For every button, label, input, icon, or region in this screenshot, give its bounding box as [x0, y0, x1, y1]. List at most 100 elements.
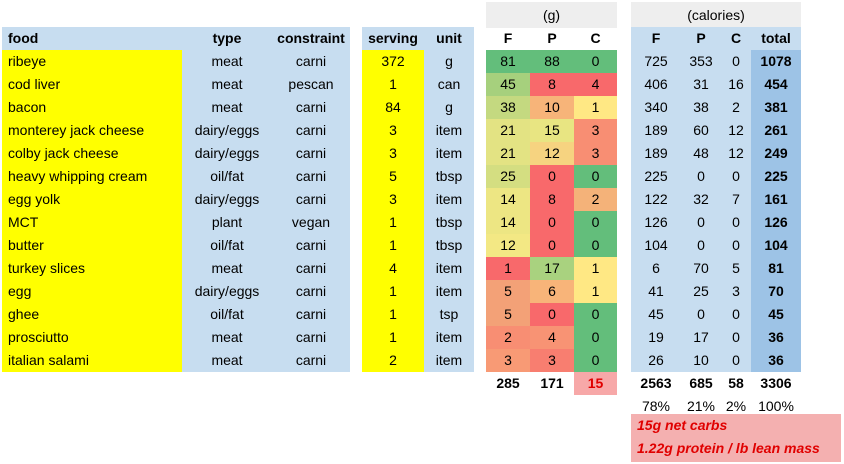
food-constraint: carni — [272, 119, 350, 142]
cal-total: 454 — [751, 73, 801, 96]
grams-carbs: 0 — [574, 165, 617, 188]
food-type: dairy/eggs — [182, 188, 272, 211]
net-carbs-note: 15g net carbs — [637, 417, 728, 433]
grams-carbs: 3 — [574, 119, 617, 142]
grams-carbs: 0 — [574, 303, 617, 326]
cal-fat: 340 — [631, 96, 681, 119]
food-type: dairy/eggs — [182, 119, 272, 142]
cal-fat: 406 — [631, 73, 681, 96]
grams-carbs: 1 — [574, 257, 617, 280]
serving-amount: 3 — [362, 119, 424, 142]
cal-total: 225 — [751, 165, 801, 188]
serving-amount: 2 — [362, 349, 424, 372]
cal-fat: 6 — [631, 257, 681, 280]
grams-fat: 21 — [486, 119, 530, 142]
cal-protein: 10 — [681, 349, 721, 372]
grams-fat: 5 — [486, 280, 530, 303]
cal-protein: 48 — [681, 142, 721, 165]
cal-fat: 189 — [631, 119, 681, 142]
grams-carbs: 0 — [574, 326, 617, 349]
food-constraint: carni — [272, 280, 350, 303]
serving-unit: tbsp — [424, 234, 474, 257]
serving-unit: g — [424, 96, 474, 119]
food-type: meat — [182, 349, 272, 372]
food-name: egg — [2, 280, 182, 303]
header-constraint: constraint — [272, 27, 350, 50]
food-constraint: carni — [272, 257, 350, 280]
serving-amount: 1 — [362, 234, 424, 257]
cal-protein: 353 — [681, 50, 721, 73]
serving-amount: 4 — [362, 257, 424, 280]
grams-carbs: 0 — [574, 349, 617, 372]
food-constraint: carni — [272, 188, 350, 211]
serving-unit: item — [424, 257, 474, 280]
grams-protein: 10 — [530, 96, 574, 119]
cal-carbs: 12 — [721, 119, 751, 142]
food-name: italian salami — [2, 349, 182, 372]
food-name: prosciutto — [2, 326, 182, 349]
grams-protein: 15 — [530, 119, 574, 142]
grams-carbs: 1 — [574, 280, 617, 303]
grams-fat: 38 — [486, 96, 530, 119]
food-constraint: carni — [272, 165, 350, 188]
food-constraint: carni — [272, 303, 350, 326]
cal-fat: 104 — [631, 234, 681, 257]
serving-unit: item — [424, 119, 474, 142]
food-constraint: carni — [272, 142, 350, 165]
serving-unit: item — [424, 326, 474, 349]
grams-carbs: 0 — [574, 234, 617, 257]
grams-fat: 3 — [486, 349, 530, 372]
grams-fat: 14 — [486, 211, 530, 234]
notes-box: 15g net carbs 1.22g protein / lb lean ma… — [631, 414, 841, 462]
calories-group-header: (calories) — [631, 2, 801, 28]
serving-unit: g — [424, 50, 474, 73]
cal-carbs: 0 — [721, 326, 751, 349]
food-type: dairy/eggs — [182, 142, 272, 165]
food-name: ribeye — [2, 50, 182, 73]
food-constraint: carni — [272, 349, 350, 372]
food-type: meat — [182, 96, 272, 119]
food-name: heavy whipping cream — [2, 165, 182, 188]
total-grams-fat: 285 — [496, 375, 520, 391]
food-name: MCT — [2, 211, 182, 234]
cal-fat: 41 — [631, 280, 681, 303]
cal-protein: 32 — [681, 188, 721, 211]
serving-unit: tbsp — [424, 165, 474, 188]
food-name: colby jack cheese — [2, 142, 182, 165]
header-cal-carbs: C — [721, 27, 751, 50]
cal-total: 381 — [751, 96, 801, 119]
grams-carbs: 0 — [574, 211, 617, 234]
cal-total: 104 — [751, 234, 801, 257]
food-type: oil/fat — [182, 303, 272, 326]
grams-protein: 17 — [530, 257, 574, 280]
cal-carbs: 0 — [721, 165, 751, 188]
cal-fat: 19 — [631, 326, 681, 349]
serving-unit: can — [424, 73, 474, 96]
percent-carbs: 2% — [725, 398, 747, 414]
header-cal-fat: F — [631, 27, 681, 50]
food-name: egg yolk — [2, 188, 182, 211]
header-grams-fat: F — [503, 30, 513, 46]
serving-unit: item — [424, 188, 474, 211]
grams-fat: 14 — [486, 188, 530, 211]
serving-amount: 1 — [362, 303, 424, 326]
grams-carbs: 3 — [574, 142, 617, 165]
percent-fat: 78% — [641, 398, 671, 414]
cal-protein: 31 — [681, 73, 721, 96]
grams-fat: 25 — [486, 165, 530, 188]
total-cal-protein: 685 — [689, 375, 713, 391]
cal-fat: 45 — [631, 303, 681, 326]
cal-carbs: 0 — [721, 50, 751, 73]
food-constraint: carni — [272, 234, 350, 257]
cal-protein: 0 — [681, 211, 721, 234]
grams-fat: 2 — [486, 326, 530, 349]
cal-fat: 725 — [631, 50, 681, 73]
food-name: bacon — [2, 96, 182, 119]
cal-fat: 126 — [631, 211, 681, 234]
food-name: butter — [2, 234, 182, 257]
header-cal-total: total — [751, 27, 801, 50]
food-type: oil/fat — [182, 234, 272, 257]
serving-unit: tbsp — [424, 211, 474, 234]
cal-fat: 26 — [631, 349, 681, 372]
food-name: ghee — [2, 303, 182, 326]
